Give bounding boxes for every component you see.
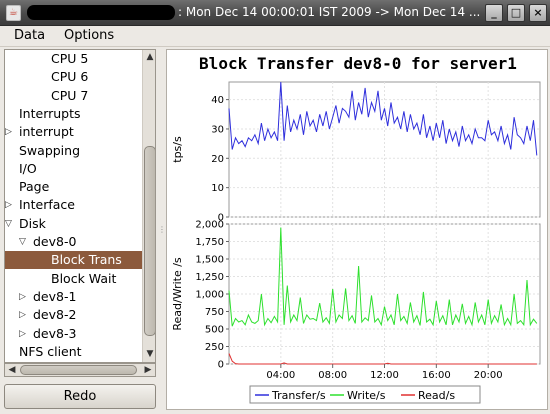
tree-item-label: NFS client: [19, 343, 82, 359]
tree-vertical-scrollbar[interactable]: ▲ ▼: [142, 50, 155, 362]
tree-item[interactable]: ▷ dev8-1: [5, 288, 142, 306]
collapsed-triangle-icon[interactable]: ▷: [19, 328, 26, 339]
collapsed-triangle-icon[interactable]: ▷: [19, 310, 26, 321]
bottom-y-tick-label: 1,750: [195, 237, 224, 248]
tree-item[interactable]: ▷ dev8-2: [5, 306, 142, 324]
tree-item-label: Interrupts: [19, 105, 81, 121]
split-pane-divider[interactable]: ⋮: [157, 49, 166, 409]
collapsed-triangle-icon[interactable]: ▷: [19, 291, 26, 302]
bottom-y-tick-label: 1,500: [195, 255, 224, 266]
tree-item[interactable]: CPU 5: [5, 50, 142, 68]
tree-item-label: Block Wait: [51, 270, 117, 286]
tree-item[interactable]: Interrupts: [5, 105, 142, 123]
tree-item-label: dev8-2: [33, 307, 77, 323]
tree-item-label: CPU 7: [51, 87, 89, 103]
tree-item[interactable]: ▷ Interface: [5, 196, 142, 214]
tree-item-label: CPU 5: [51, 51, 89, 66]
legend-entry: Transfer/s: [271, 389, 326, 402]
series-line-writes: [228, 227, 538, 327]
collapsed-triangle-icon[interactable]: ▷: [5, 200, 12, 211]
tree-item[interactable]: ▽ Disk: [5, 215, 142, 233]
tree-item-label: Disk: [19, 215, 46, 231]
metrics-tree[interactable]: CPU 5 CPU 6 CPU 7 Interrupts ▷ interrupt Swapp…: [4, 49, 156, 363]
bottom-y-tick-label: 250: [205, 342, 224, 353]
bottom-y-tick-label: 0: [218, 360, 224, 371]
chart-panel: Block Transfer dev8-0 for server1 0 10 20 3…: [166, 49, 548, 410]
menu-bar: Data Options: [0, 26, 550, 47]
tree-horizontal-scrollbar[interactable]: ◀ ▶: [4, 363, 156, 377]
top-y-tick-label: 40: [211, 95, 224, 106]
tree-item[interactable]: Block Wait: [5, 270, 142, 288]
series-line-transfers: [228, 81, 538, 156]
tree-vertical-scroll-thumb[interactable]: [144, 146, 155, 336]
tree-item[interactable]: ▷ interrupt: [5, 123, 142, 141]
x-tick-label: 16:00: [422, 370, 451, 381]
collapsed-triangle-icon[interactable]: ▷: [5, 127, 12, 138]
tree-item-label: Swapping: [19, 142, 81, 158]
minimize-button[interactable]: _: [485, 4, 503, 22]
tree-item[interactable]: ▷ dev8-3: [5, 325, 142, 343]
tree-item[interactable]: Page: [5, 178, 142, 196]
bottom-y-tick-label: 500: [205, 325, 224, 336]
maximize-button[interactable]: □: [507, 4, 525, 22]
x-tick-label: 12:00: [370, 370, 399, 381]
tree-item[interactable]: CPU 6: [5, 68, 142, 86]
tree-item-label: CPU 6: [51, 69, 89, 85]
tree-item-label: dev8-1: [33, 288, 77, 304]
tree-item[interactable]: I/O: [5, 160, 142, 178]
x-tick-label: 08:00: [318, 370, 347, 381]
title-bar[interactable]: ☕ : Mon Dec 14 00:00:01 IST 2009 -> Mon …: [0, 0, 550, 26]
top-y-tick-label: 0: [218, 213, 224, 224]
splitter-grip-icon[interactable]: ⋮: [158, 225, 166, 234]
x-tick-label: 20:00: [474, 370, 503, 381]
bottom-y-tick-label: 1,000: [195, 290, 224, 301]
tree-item[interactable]: CPU 7: [5, 87, 142, 105]
top-y-tick-label: 10: [211, 183, 224, 194]
top-y-axis-label: tps/s: [171, 136, 184, 163]
top-y-tick-label: 30: [211, 124, 224, 135]
java-app-icon: ☕: [6, 5, 21, 21]
tree-item-label: I/O: [19, 160, 37, 176]
chart-legend: [249, 385, 481, 404]
legend-entry: Read/s: [418, 389, 455, 402]
menu-options[interactable]: Options: [64, 28, 115, 43]
chart-title: Block Transfer dev8-0 for server1: [199, 54, 517, 73]
expanded-triangle-icon[interactable]: ▽: [19, 237, 26, 247]
scroll-down-arrow-icon[interactable]: ▼: [146, 349, 154, 359]
bottom-y-tick-label: 750: [205, 307, 224, 318]
scroll-right-arrow-icon[interactable]: ▶: [144, 365, 152, 375]
tree-item[interactable]: Swapping: [5, 142, 142, 160]
scroll-up-arrow-icon[interactable]: ▲: [146, 52, 154, 62]
close-button[interactable]: ×: [529, 4, 547, 22]
top-y-tick-label: 20: [211, 154, 224, 165]
chart-canvas: 0 10 20 30 40 tps/s 0 250 500 750 1,000 1,250 1,500 1…: [171, 81, 541, 404]
tree-item-label: Interface: [19, 197, 75, 213]
scroll-left-arrow-icon[interactable]: ◀: [8, 365, 16, 375]
tree-item[interactable]: ▽ dev8-0: [5, 233, 142, 251]
tree-item-label: dev8-3: [33, 325, 77, 341]
tree-item[interactable]: Block Trans: [5, 251, 142, 270]
legend-entry: Write/s: [347, 389, 386, 402]
tree-item[interactable]: NFS client: [5, 343, 142, 361]
series-line-reads: [228, 353, 537, 365]
window-title: : Mon Dec 14 00:00:01 IST 2009 -> Mon De…: [178, 5, 481, 19]
bottom-y-axis-label: Read/Write /s: [171, 257, 184, 331]
tree-item-label: Page: [19, 179, 50, 195]
tree-item-label: Block Trans: [51, 252, 122, 268]
x-tick-label: 04:00: [266, 370, 295, 381]
redo-button[interactable]: Redo: [4, 384, 156, 409]
expanded-triangle-icon[interactable]: ▽: [5, 218, 12, 229]
title-redacted-region: [27, 5, 175, 20]
tree-item-label: interrupt: [19, 124, 74, 140]
tree-horizontal-scroll-thumb[interactable]: [20, 365, 137, 375]
tree-item-label: dev8-0: [33, 234, 77, 249]
bottom-y-tick-label: 1,250: [195, 272, 224, 283]
bottom-y-tick-label: 2,000: [195, 220, 224, 231]
menu-data[interactable]: Data: [14, 28, 46, 43]
